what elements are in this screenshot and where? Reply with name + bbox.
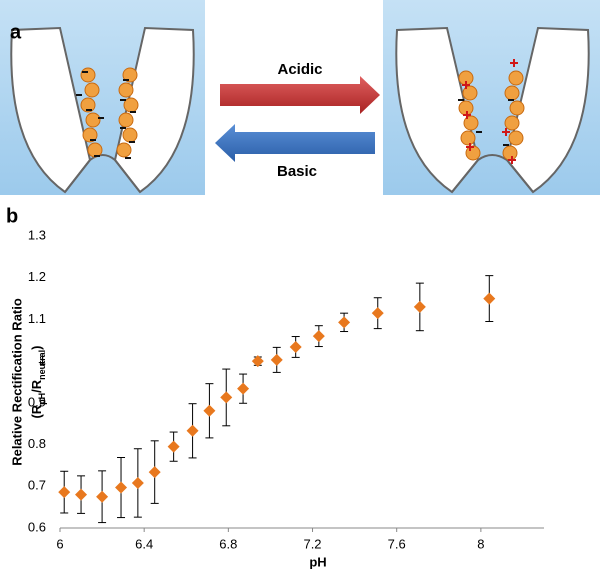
y-tick-label: 1	[39, 353, 46, 368]
pore-acidic	[383, 0, 600, 195]
y-tick-label: 1.3	[28, 227, 46, 242]
marker	[413, 300, 426, 313]
y-axis-title: Relative Rectification Ratio	[9, 298, 24, 466]
x-tick-label: 6.8	[219, 536, 237, 551]
marker	[289, 340, 302, 353]
marker	[167, 440, 180, 453]
y-axis-title-part: pH	[37, 393, 47, 405]
marker	[96, 490, 109, 503]
y-tick-label: 1.1	[28, 311, 46, 326]
marker	[186, 424, 199, 437]
marker	[58, 486, 71, 499]
x-tick-label: 6	[56, 536, 63, 551]
arrow-basic	[215, 124, 375, 162]
x-tick-label: 6.4	[135, 536, 153, 551]
x-tick-label: 7.2	[303, 536, 321, 551]
marker	[115, 481, 128, 494]
y-axis-title-part: neutral	[37, 350, 47, 380]
marker	[131, 476, 144, 489]
y-tick-label: 1.2	[28, 269, 46, 284]
arrow-acidic	[220, 76, 380, 114]
y-axis-title-part: /R	[29, 379, 44, 393]
y-axis-title: (RpH/Rneutral)	[29, 345, 47, 418]
marker	[251, 355, 264, 368]
marker	[338, 316, 351, 329]
marker	[148, 466, 161, 479]
y-tick-label: 0.9	[28, 394, 46, 409]
y-tick-label: 0.8	[28, 436, 46, 451]
marker	[371, 307, 384, 320]
arrow-label: Basic	[277, 163, 317, 180]
panel-label: a	[10, 21, 22, 43]
marker	[203, 404, 216, 417]
arrow-label: Acidic	[277, 61, 322, 78]
marker	[237, 382, 250, 395]
x-tick-label: 7.6	[388, 536, 406, 551]
pore-neutral	[0, 0, 205, 195]
x-tick-label: 8	[477, 536, 484, 551]
marker	[270, 353, 283, 366]
y-tick-label: 0.6	[28, 519, 46, 534]
marker	[483, 292, 496, 305]
marker	[220, 391, 233, 404]
x-axis-title: pH	[309, 554, 326, 569]
y-axis-title-part: (R	[29, 404, 44, 418]
panel-label: b	[6, 205, 18, 227]
marker	[75, 488, 88, 501]
y-axis-title-part: )	[29, 345, 44, 349]
marker	[312, 330, 325, 343]
y-tick-label: 0.7	[28, 478, 46, 493]
